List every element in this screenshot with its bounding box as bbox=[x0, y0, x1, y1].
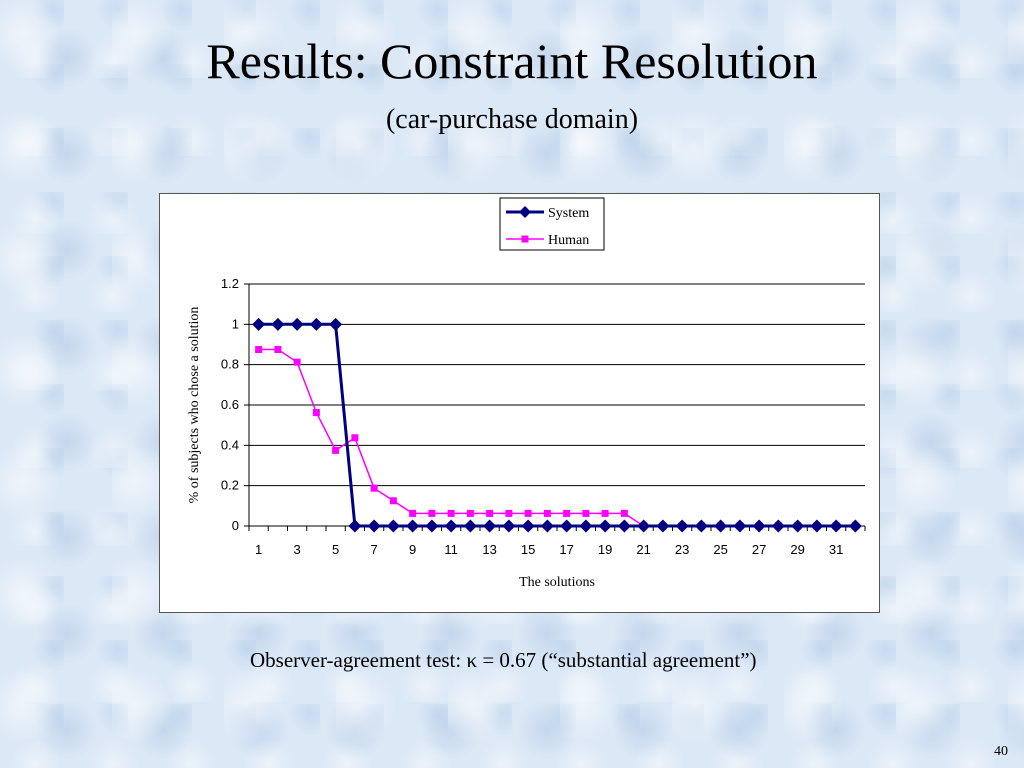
system-point bbox=[444, 519, 458, 533]
human-point bbox=[524, 509, 532, 517]
x-tick-label: 21 bbox=[636, 542, 650, 557]
system-point bbox=[348, 519, 362, 533]
x-tick-label: 5 bbox=[332, 542, 339, 557]
system-point bbox=[810, 519, 824, 533]
y-tick-label: 1.2 bbox=[221, 276, 239, 291]
system-point bbox=[502, 519, 516, 533]
human-point bbox=[293, 358, 301, 366]
system-point bbox=[771, 519, 785, 533]
legend-box bbox=[499, 197, 605, 251]
system-point bbox=[752, 519, 766, 533]
x-tick-label: 9 bbox=[409, 542, 416, 557]
x-tick-label: 7 bbox=[371, 542, 378, 557]
system-point bbox=[848, 519, 862, 533]
x-tick-label: 1 bbox=[255, 542, 262, 557]
system-point bbox=[309, 317, 323, 331]
system-point bbox=[406, 519, 420, 533]
system-point bbox=[329, 317, 343, 331]
human-point bbox=[351, 434, 359, 442]
line-chart: 00.20.40.60.811.21 3 5 7 9 11 13 15 17 19 21 23 25 27… bbox=[187, 197, 866, 590]
system-point bbox=[560, 519, 574, 533]
x-tick-label: 25 bbox=[713, 542, 727, 557]
legend-label: System bbox=[548, 206, 589, 221]
system-point bbox=[617, 519, 631, 533]
system-point bbox=[367, 519, 381, 533]
human-point bbox=[620, 509, 628, 517]
agreement-note: Observer-agreement test: κ = 0.67 (“subs… bbox=[250, 648, 757, 672]
slide-subtitle: (car-purchase domain) bbox=[385, 104, 639, 135]
x-tick-label: 3 bbox=[294, 542, 301, 557]
human-point bbox=[312, 409, 320, 417]
x-tick-label: 13 bbox=[482, 542, 496, 557]
human-point bbox=[505, 509, 513, 517]
system-point bbox=[483, 519, 497, 533]
human-point bbox=[447, 509, 455, 517]
system-point bbox=[252, 317, 266, 331]
system-point bbox=[791, 519, 805, 533]
x-tick-label: 11 bbox=[444, 542, 458, 557]
system-point bbox=[675, 519, 689, 533]
y-tick-label: 0 bbox=[232, 518, 239, 533]
x-tick-label: 31 bbox=[829, 542, 843, 557]
x-tick-label: 19 bbox=[598, 542, 612, 557]
human-point bbox=[486, 509, 494, 517]
system-point bbox=[579, 519, 593, 533]
human-point bbox=[466, 509, 474, 517]
system-point bbox=[271, 317, 285, 331]
x-tick-label: 29 bbox=[790, 542, 804, 557]
legend-label: Human bbox=[548, 233, 589, 248]
y-axis-title: % of subjects who chose a solution bbox=[187, 307, 202, 504]
x-tick-label: 23 bbox=[675, 542, 689, 557]
human-point bbox=[563, 509, 571, 517]
series-line-human bbox=[258, 348, 856, 527]
x-tick-label: 15 bbox=[521, 542, 535, 557]
human-point bbox=[409, 509, 417, 517]
human-point bbox=[389, 497, 397, 505]
human-point bbox=[582, 509, 590, 517]
x-tick-label: 17 bbox=[559, 542, 573, 557]
legend-swatch-marker bbox=[521, 235, 529, 243]
system-point bbox=[521, 519, 535, 533]
slide-title: Results: Constraint Resolution bbox=[206, 33, 818, 89]
system-point bbox=[829, 519, 843, 533]
page-number: 40 bbox=[994, 744, 1008, 759]
human-point bbox=[332, 446, 340, 454]
system-point bbox=[425, 519, 439, 533]
system-point bbox=[694, 519, 708, 533]
x-tick-label: 27 bbox=[752, 542, 766, 557]
human-point bbox=[370, 484, 378, 492]
system-point bbox=[656, 519, 670, 533]
system-point bbox=[637, 519, 651, 533]
system-point bbox=[733, 519, 747, 533]
human-point bbox=[428, 509, 436, 517]
y-tick-label: 0.4 bbox=[221, 437, 239, 452]
y-tick-label: 0.8 bbox=[221, 357, 239, 372]
y-tick-label: 1 bbox=[232, 316, 239, 331]
series-line-system bbox=[258, 322, 856, 528]
system-point bbox=[714, 519, 728, 533]
y-tick-label: 0.2 bbox=[221, 478, 239, 493]
human-point bbox=[543, 509, 551, 517]
chart-container: 0 0.2 0.4 0.6 0.8 1 1.2 1 3 5 7 9 11 13 15 17 19 21 23 25 27… bbox=[159, 193, 880, 613]
system-point bbox=[598, 519, 612, 533]
legend-swatch-marker bbox=[519, 206, 531, 218]
human-point bbox=[255, 346, 263, 354]
human-point bbox=[274, 346, 282, 354]
x-axis-title: The solutions bbox=[519, 575, 595, 590]
system-point bbox=[290, 317, 304, 331]
system-point bbox=[540, 519, 554, 533]
system-point bbox=[463, 519, 477, 533]
system-point bbox=[386, 519, 400, 533]
human-point bbox=[601, 509, 609, 517]
y-tick-label: 0.6 bbox=[221, 397, 239, 412]
